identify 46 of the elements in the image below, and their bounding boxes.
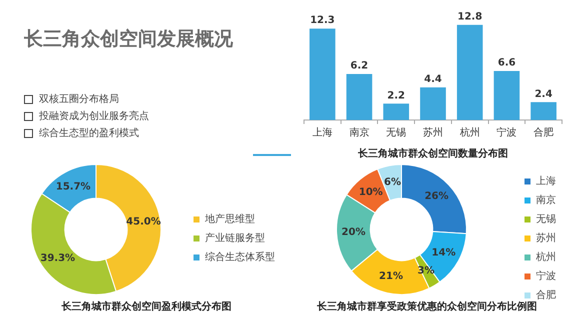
- legend-label: 地产思维型: [204, 213, 255, 226]
- data-label: 4.4: [424, 74, 442, 85]
- x-tick-label: 无锡: [386, 128, 406, 139]
- x-tick-label: 苏州: [423, 126, 443, 139]
- text: 双核五圈分布格局: [39, 94, 119, 105]
- data-label: 10%: [358, 187, 383, 198]
- bar: [530, 102, 556, 120]
- text: 长三角众创空间发展概况: [24, 27, 233, 52]
- data-label: 6.2: [350, 60, 368, 72]
- bar: [420, 87, 446, 120]
- data-label: 14%: [432, 247, 456, 258]
- data-label: 20%: [342, 227, 366, 238]
- text: 长三角城市群众创空间数量分布图: [357, 148, 508, 160]
- data-label: 21%: [379, 271, 403, 282]
- x-tick-label: 宁波: [496, 126, 517, 139]
- data-label: 6%: [384, 176, 401, 188]
- legend-label: 宁波: [536, 270, 556, 282]
- legend-label: 苏州: [536, 232, 556, 244]
- data-label: 26%: [424, 191, 449, 202]
- legend-label: 南京: [536, 194, 556, 206]
- bar: [383, 104, 410, 120]
- text: 长三角城市群享受政策优惠的众创空间分布比例图: [316, 300, 537, 313]
- bar: [456, 24, 483, 120]
- x-tick-label: 南京: [349, 126, 370, 139]
- bar: [346, 74, 372, 120]
- data-label: 12.3: [310, 15, 335, 26]
- bar: [310, 28, 336, 120]
- legend-label: 合肥: [536, 289, 556, 302]
- x-tick-label: 上海: [312, 126, 332, 139]
- data-label: 15.7%: [56, 182, 91, 193]
- data-label: 6.6: [498, 58, 516, 69]
- x-tick-label: 合肥: [534, 126, 554, 139]
- legend-label: 杭州: [535, 251, 556, 264]
- legend-label: 上海: [536, 175, 556, 188]
- legend-label: 无锡: [536, 214, 556, 226]
- data-label: 2.4: [534, 88, 552, 100]
- text: 长三角城市群众创空间盈利模式分布图: [60, 300, 232, 313]
- text: 投融资成为创业服务亮点: [39, 111, 149, 122]
- legend-label: 综合生态体系型: [205, 251, 275, 264]
- legend-label: 产业链服务型: [205, 232, 265, 244]
- x-tick-label: 杭州: [458, 126, 480, 139]
- bar: [494, 70, 520, 120]
- data-label: 39.3%: [40, 253, 76, 264]
- data-label: 2.2: [387, 90, 406, 102]
- data-label: 12.8: [458, 12, 482, 23]
- text: 综合生态型的盈利模式: [39, 128, 139, 139]
